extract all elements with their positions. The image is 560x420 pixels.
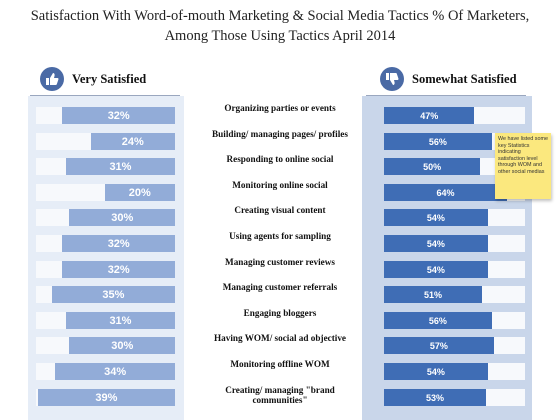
thumbs-up-icon xyxy=(40,67,64,91)
category-label: Engaging bloggers xyxy=(243,308,317,318)
category-label: Using agents for sampling xyxy=(229,231,331,241)
somewhat-satisfied-bar: 53% xyxy=(384,389,486,406)
very-satisfied-bar: 24% xyxy=(90,133,175,150)
somewhat-satisfied-bar: 50% xyxy=(384,158,481,175)
category-label: Building/ managing pages/ profiles xyxy=(212,129,348,139)
somewhat-satisfied-bar: 47% xyxy=(384,107,475,124)
category-label: Responding to online social xyxy=(226,154,334,164)
sticky-note: We have listed some key Statistics indic… xyxy=(495,133,551,199)
somewhat-satisfied-bar: 54% xyxy=(384,261,488,278)
category-label: Having WOM/ social ad objective xyxy=(213,333,347,343)
category-label: Managing customer reviews xyxy=(225,257,335,267)
somewhat-satisfied-bar: 57% xyxy=(384,337,494,354)
very-satisfied-bar: 35% xyxy=(51,286,175,303)
very-satisfied-header: Very Satisfied xyxy=(40,66,146,92)
very-satisfied-bar: 34% xyxy=(55,363,175,380)
chart-title: Satisfaction With Word-of-mouth Marketin… xyxy=(30,8,530,44)
somewhat-satisfied-bar: 56% xyxy=(384,133,492,150)
left-header-rule xyxy=(30,95,180,96)
somewhat-satisfied-bar: 54% xyxy=(384,209,488,226)
very-satisfied-bar: 32% xyxy=(62,235,175,252)
very-satisfied-bar: 32% xyxy=(62,107,175,124)
somewhat-satisfied-bar: 54% xyxy=(384,363,488,380)
very-satisfied-bar: 31% xyxy=(65,158,175,175)
very-satisfied-bar: 32% xyxy=(62,261,175,278)
very-satisfied-bar: 30% xyxy=(69,337,175,354)
somewhat-satisfied-bar: 64% xyxy=(384,184,508,201)
right-header-rule xyxy=(366,95,526,96)
category-label: Monitoring offline WOM xyxy=(230,359,330,369)
very-satisfied-label: Very Satisfied xyxy=(72,71,147,86)
category-label: Creating/ managing "brand communities" xyxy=(225,385,335,405)
very-satisfied-bar: 20% xyxy=(104,184,175,201)
category-label: Organizing parties or events xyxy=(224,103,336,113)
somewhat-satisfied-bar: 56% xyxy=(384,312,492,329)
somewhat-satisfied-label: Somewhat Satisfied xyxy=(412,71,517,86)
category-label: Monitoring online social xyxy=(232,180,328,190)
somewhat-satisfied-header: Somewhat Satisfied xyxy=(380,66,517,92)
category-label: Creating visual content xyxy=(234,205,326,215)
very-satisfied-bar: 30% xyxy=(69,209,175,226)
somewhat-satisfied-bar: 54% xyxy=(384,235,488,252)
somewhat-satisfied-bar: 51% xyxy=(384,286,483,303)
thumbs-down-icon xyxy=(380,67,404,91)
very-satisfied-bar: 39% xyxy=(37,389,175,406)
very-satisfied-bar: 31% xyxy=(65,312,175,329)
category-label: Managing customer referrals xyxy=(222,282,338,292)
